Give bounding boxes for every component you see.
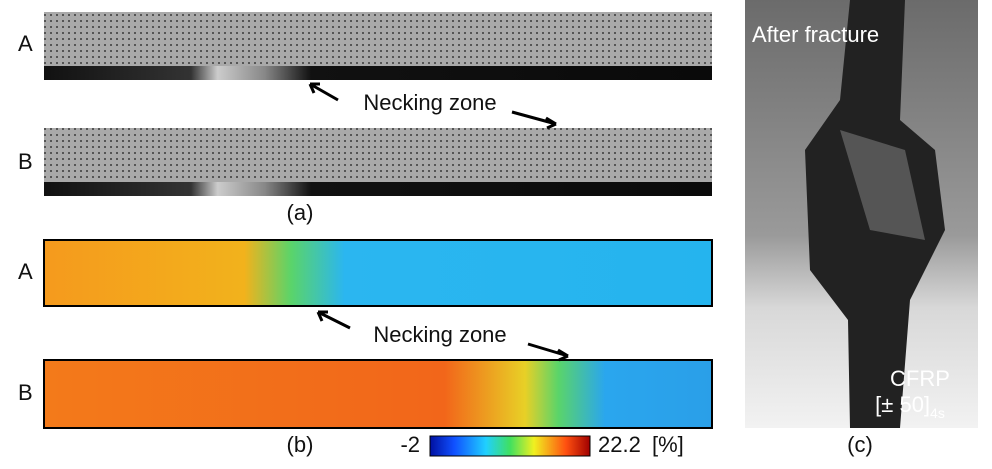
colorbar-min: -2 (400, 432, 420, 457)
arrow (512, 112, 556, 128)
panel-a: A B Necking zone (a) (18, 12, 712, 225)
colorbar-unit: [%] (652, 432, 684, 457)
strain-map-b (44, 360, 712, 428)
layup-subscript: 4s (930, 405, 945, 421)
figure: A B Necking zone (a) A B Necking zone (b… (0, 0, 992, 464)
caption: (c) (847, 432, 873, 457)
annotation: Necking zone (363, 90, 496, 115)
layup-text: [± 50] (875, 392, 930, 417)
row-label: A (18, 31, 33, 56)
arrow (528, 344, 568, 360)
arrow (310, 84, 338, 100)
colorbar-max: 22.2 (598, 432, 641, 457)
strain-map-a (44, 240, 712, 306)
specimen-edge (44, 182, 712, 196)
row-label: B (18, 380, 33, 405)
panel-b: A B Necking zone (b) -2 22.2 [%] (18, 240, 712, 457)
annotation: Necking zone (373, 322, 506, 347)
material: CFRP (890, 366, 950, 391)
caption: (b) (287, 432, 314, 457)
caption: (a) (287, 200, 314, 225)
panel-c: After fracture CFRP [± 50]4s (c) (745, 0, 978, 457)
row-label: B (18, 149, 33, 174)
colorbar (430, 436, 590, 456)
photo-title: After fracture (752, 22, 879, 47)
arrow (318, 312, 350, 328)
row-label: A (18, 259, 33, 284)
specimen-edge (44, 66, 712, 80)
